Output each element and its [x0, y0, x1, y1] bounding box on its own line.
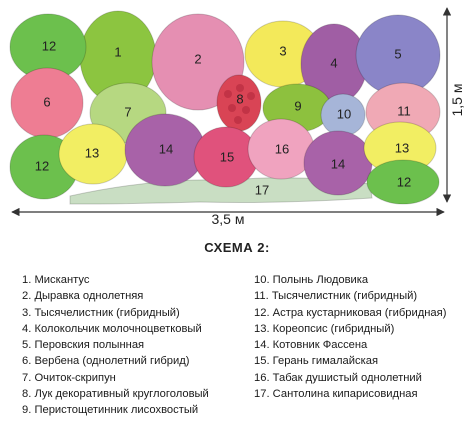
scheme-title: СХЕМА 2: — [204, 240, 270, 255]
plant-12-aster-right — [366, 159, 440, 205]
label-plant-3: 3 — [279, 43, 286, 58]
legend-item: 16. Табак душистый однолетний — [254, 371, 422, 384]
label-plant-1: 1 — [114, 44, 121, 59]
label-plant-10: 10 — [337, 106, 351, 121]
legend-item: 13. Кореопсис (гибридный) — [254, 322, 395, 335]
label-plant-2: 2 — [194, 51, 201, 66]
legend-item: 11. Тысячелистник (гибридный) — [254, 290, 418, 303]
label-plant-12-top: 12 — [42, 38, 56, 53]
legend-item: 12. Астра кустарниковая (гибридная) — [254, 306, 447, 319]
label-plant-8: 8 — [236, 91, 243, 106]
height-dimension-label: 1,5 м — [449, 84, 465, 117]
label-plant-11: 11 — [397, 103, 411, 118]
label-plant-12-left: 12 — [35, 158, 49, 173]
legend-item: 8. Лук декоративный круглоголовый — [22, 388, 209, 401]
legend-item: 9. Перистощетинник лисохвостый — [22, 404, 199, 417]
legend-item: 10. Полынь Людовика — [254, 274, 369, 286]
label-plant-9: 9 — [294, 98, 301, 113]
label-plant-12-right: 12 — [397, 174, 411, 189]
label-plant-17: 17 — [255, 182, 269, 197]
label-plant-14-right: 14 — [331, 156, 345, 171]
legend-item: 15. Герань гималайская — [254, 355, 379, 368]
label-plant-13-left: 13 — [85, 145, 99, 160]
plant-legend-right: 10. Полынь Людовика 11. Тысячелистник (г… — [254, 272, 446, 402]
plant-legend-left: 1. Мискантус 2. Дыравка однолетняя 3. Ты… — [22, 272, 209, 419]
legend-item: 1. Мискантус — [22, 274, 90, 286]
allium-flower-heads — [224, 84, 255, 124]
label-plant-7: 7 — [124, 104, 131, 119]
label-plant-5: 5 — [394, 46, 401, 61]
label-plant-16: 16 — [275, 141, 289, 156]
legend-item: 4. Колокольчик молочноцветковый — [22, 322, 202, 335]
legend-item: 6. Вербена (однолетний гибрид) — [22, 355, 190, 368]
label-plant-14-left: 14 — [159, 141, 173, 156]
legend-item: 17. Сантолина кипарисовидная — [254, 388, 418, 401]
label-plant-13-right: 13 — [395, 140, 409, 155]
legend-item: 7. Очиток-скрипун — [22, 371, 116, 384]
flowerbed-plan: 1 2 3 4 5 12 6 7 8 9 10 11 12 13 14 15 1… — [9, 7, 465, 227]
width-dimension-label: 3,5 м — [212, 211, 245, 227]
label-plant-4: 4 — [330, 55, 337, 70]
legend-item: 5. Перовския полынная — [22, 339, 145, 352]
label-plant-15: 15 — [220, 149, 234, 164]
legend-item: 14. Котовник Фассена — [254, 339, 368, 352]
label-plant-6: 6 — [43, 94, 50, 109]
legend-item: 3. Тысячелистник (гибридный) — [22, 306, 180, 319]
legend-item: 2. Дыравка однолетняя — [22, 290, 144, 303]
plant-2-perilla — [151, 13, 245, 111]
